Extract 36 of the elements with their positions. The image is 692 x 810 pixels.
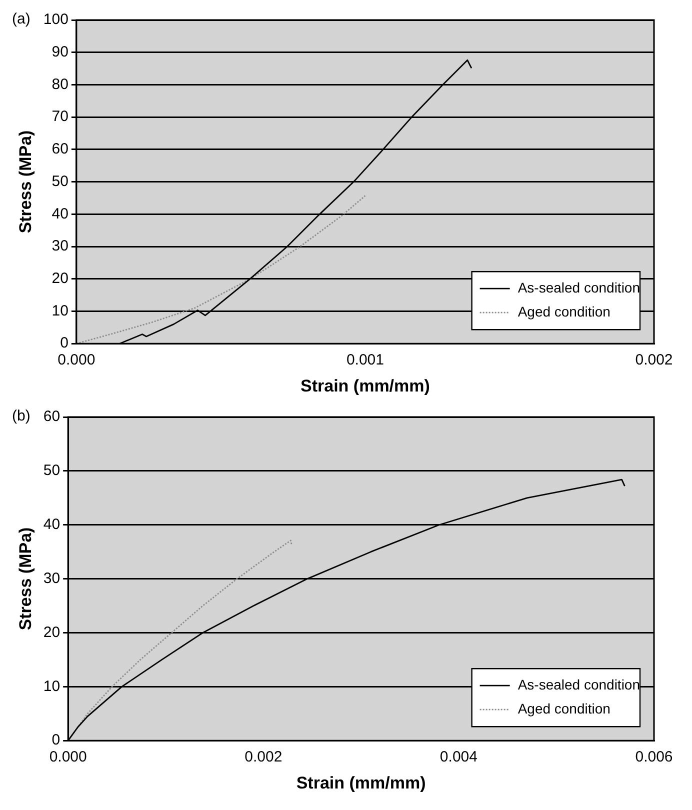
x-axis-title: Strain (mm/mm) [296, 773, 426, 792]
y-tick-label: 10 [52, 302, 68, 320]
line-series [76, 195, 366, 344]
y-tick-label: 30 [52, 238, 68, 255]
y-axis-title: Stress (MPa) [16, 527, 35, 630]
y-tick-label: 50 [52, 172, 68, 190]
y-tick-label: 80 [52, 76, 68, 93]
y-tick-label: 40 [52, 205, 68, 222]
x-tick-label: 0.000 [49, 748, 87, 766]
legend-label: As-sealed condition [518, 279, 640, 296]
y-tick-label: 30 [43, 570, 60, 587]
y-tick-label: 20 [52, 270, 68, 288]
x-tick-label: 0.006 [635, 748, 673, 766]
x-tick-label: 0.004 [440, 748, 478, 766]
y-tick-label: 40 [43, 516, 60, 534]
y-tick-label: 10 [43, 678, 60, 695]
y-tick-label: 20 [43, 624, 60, 641]
y-tick-label: 90 [52, 44, 68, 60]
y-tick-label: 60 [43, 408, 60, 426]
text: (b) [12, 408, 30, 425]
x-axis-title: Strain (mm/mm) [300, 376, 430, 396]
y-axis-title: Stress (MPa) [16, 130, 35, 234]
y-tick-label: 0 [52, 732, 60, 749]
x-tick-label: 0.002 [244, 748, 282, 766]
y-tick-label: 0 [60, 334, 68, 352]
legend-label: Aged condition [518, 700, 610, 716]
legend-label: As-sealed condition [518, 676, 640, 692]
y-tick-label: 50 [43, 462, 60, 480]
x-tick-label: 0.001 [346, 352, 384, 369]
x-tick-label: 0.002 [635, 352, 673, 369]
y-tick-label: 100 [43, 11, 68, 28]
y-tick-label: 60 [52, 140, 68, 158]
text: (a) [12, 10, 30, 28]
x-tick-label: 0.000 [58, 352, 96, 369]
legend-label: Aged condition [518, 303, 610, 320]
y-tick-label: 70 [52, 108, 68, 126]
